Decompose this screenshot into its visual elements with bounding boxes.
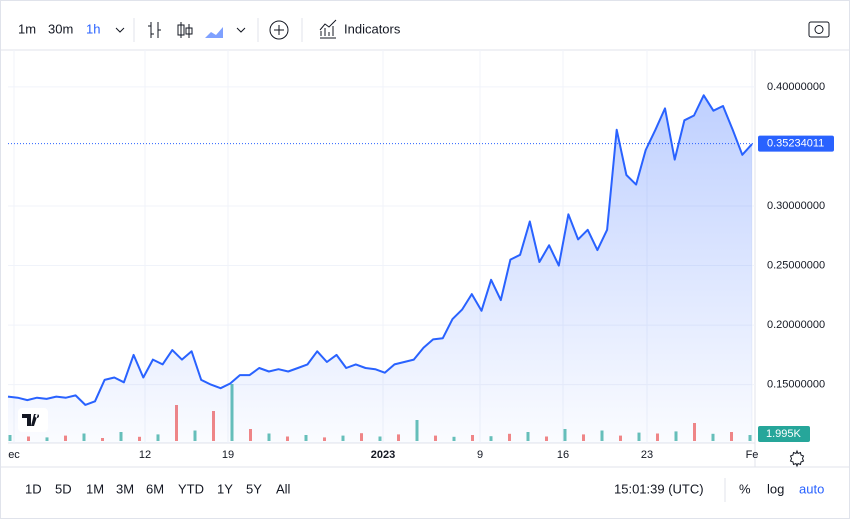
option[interactable]: auto (799, 481, 824, 496)
footer: 15:01:39 (UTC) % log auto 1D 5D 1M 3M 6M YTD 1… (25, 478, 824, 502)
range-button[interactable]: 1Y (217, 481, 233, 496)
bars-icon[interactable] (148, 22, 161, 38)
logo-mark (22, 414, 40, 426)
option[interactable]: % (739, 481, 751, 496)
range-button[interactable]: 3M (116, 481, 134, 496)
range-button[interactable]: All (276, 481, 291, 496)
screenshot-icon[interactable] (808, 21, 830, 38)
range-button[interactable]: 5Y (246, 481, 262, 496)
compare-icon (274, 25, 284, 35)
x-tick-label: 2023 (371, 449, 395, 461)
x-tick-label: 23 (641, 449, 653, 461)
dropdown-icon[interactable] (115, 27, 125, 33)
y-tick-label: 0.20000000 (767, 319, 825, 331)
x-tick-label: ec (8, 449, 20, 461)
range-button[interactable]: 1M (86, 481, 104, 496)
interval[interactable]: 1m (18, 21, 36, 36)
candles-icon[interactable] (177, 22, 193, 38)
last-price-label: 0.35234011 (767, 138, 824, 150)
area-fill (8, 95, 752, 444)
volume-label: 1.995K (766, 428, 802, 440)
indicators-button[interactable]: Indicators (344, 21, 401, 36)
settings-icon[interactable] (789, 449, 805, 468)
compare-icon[interactable] (269, 20, 289, 40)
screenshot-icon (814, 25, 824, 34)
price-line (7, 94, 753, 406)
volume-badge (758, 426, 810, 442)
logo (18, 408, 48, 432)
y-tick-label: 0.15000000 (767, 379, 825, 391)
x-tick-label: 19 (222, 449, 234, 461)
x-tick-label: 9 (477, 449, 483, 461)
toolbar: 1m 30m 1h Indicators (18, 18, 830, 42)
interval[interactable]: 30m (48, 21, 73, 36)
x-tick-label: 12 (139, 449, 151, 461)
interval[interactable]: 1h (86, 21, 100, 36)
last-price-badge (758, 135, 834, 152)
y-tick-label: 0.30000000 (767, 200, 825, 212)
range-button[interactable]: 6M (146, 481, 164, 496)
dropdown-icon[interactable] (236, 27, 246, 33)
range-button[interactable]: 5D (55, 481, 72, 496)
area-icon[interactable] (205, 27, 223, 38)
range-button[interactable]: 1D (25, 481, 42, 496)
plot-area: 0.15000000 0.20000000 0.25000000 0.30000000… (7, 50, 834, 461)
option[interactable]: log (767, 481, 784, 496)
x-tick-label: Fe (746, 449, 759, 461)
range-button[interactable]: YTD (178, 481, 204, 496)
x-tick-label: 16 (557, 449, 569, 461)
y-tick-label: 0.25000000 (767, 259, 825, 271)
indicators-icon[interactable] (319, 19, 337, 39)
y-tick-label: 0.40000000 (767, 81, 825, 93)
clock: 15:01:39 (UTC) (614, 481, 704, 496)
